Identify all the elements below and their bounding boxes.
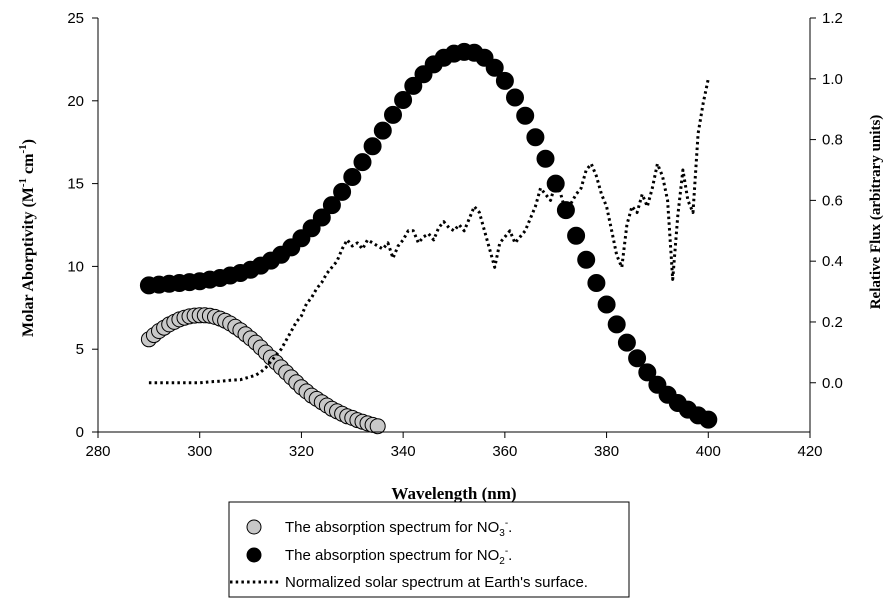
legend-box [228, 501, 630, 598]
y-left-tick-label: 15 [67, 176, 84, 193]
series-0 [140, 307, 386, 435]
legend-label-solar: Normalized solar spectrum at Earth's sur… [285, 574, 588, 591]
y-left-title-main: Molar Aborptivity (M [20, 187, 37, 337]
no2-data-point [495, 71, 514, 90]
no2-data-point [363, 137, 382, 156]
no2-data-point [322, 196, 341, 215]
x-axis-title: Wavelength (nm) [391, 484, 516, 503]
no2-data-point [587, 274, 606, 292]
y-left-title-mid: cm [20, 153, 37, 178]
x-tick-label: 420 [797, 443, 822, 460]
legend-label-no2: The absorption spectrum for NO2-. [285, 546, 512, 567]
series-2 [148, 78, 710, 385]
x-tick-label: 380 [594, 443, 619, 460]
y-right-tick-label: 0.2 [822, 314, 843, 331]
x-tick-label: 400 [696, 443, 721, 460]
legend: The absorption spectrum for NO3-. The ab… [228, 501, 630, 598]
no2-data-point [597, 295, 616, 314]
no2-data-point [617, 333, 636, 352]
no2-data-point [506, 88, 524, 107]
y-left-title-end: ) [20, 139, 37, 144]
no2-data-point [312, 208, 331, 227]
no2-data-point [699, 410, 718, 429]
no2-data-point [638, 363, 657, 382]
no3-data-point [369, 418, 386, 435]
no2-data-point [516, 106, 535, 125]
no2-data-point [628, 349, 647, 368]
y-left-axis-title: Molar Aborptivity (M-1 cm-1) [17, 139, 37, 337]
x-tick-label: 300 [187, 443, 212, 460]
series-1 [139, 42, 718, 429]
y-left-tick-label: 20 [67, 93, 84, 110]
no2-data-point [394, 91, 413, 109]
y-right-tick-label: 1.0 [822, 71, 843, 88]
y-left-title-sup2: -1 [17, 144, 29, 153]
y-right-tick-label: 0.6 [822, 192, 843, 209]
y-right-axis-title: Relative Flux (arbitrary units) [868, 115, 884, 310]
x-tick-label: 320 [289, 443, 314, 460]
y-left-axis: 0 5 10 15 20 25 [67, 10, 99, 441]
legend-marker-no2 [246, 547, 262, 563]
solar-spectrum-line [148, 78, 710, 385]
y-left-tick-label: 10 [67, 258, 84, 275]
y-right-tick-label: 1.2 [822, 10, 843, 27]
x-tick-label: 360 [492, 443, 517, 460]
y-right-tick-label: 0.0 [822, 375, 843, 392]
legend-label-no3: The absorption spectrum for NO3-. [285, 518, 512, 539]
y-left-tick-label: 25 [67, 10, 84, 27]
no2-data-point [404, 76, 423, 95]
no2-data-point [343, 168, 362, 186]
legend-marker-no3 [246, 519, 262, 535]
x-tick-label: 280 [85, 443, 110, 460]
y-right-axis: 0.0 0.2 0.4 0.6 0.8 1.0 1.2 [809, 10, 843, 432]
no2-data-point [526, 128, 545, 147]
no2-data-point [353, 153, 372, 172]
no2-data-point [567, 226, 586, 245]
plot-area [139, 42, 718, 435]
y-left-title-sup1: -1 [17, 178, 29, 187]
no2-data-point [577, 250, 596, 269]
y-right-tick-label: 0.4 [822, 253, 843, 270]
x-tick-label: 340 [391, 443, 416, 460]
no2-data-point [556, 201, 575, 220]
no2-data-point [607, 315, 626, 334]
no2-data-point [384, 105, 402, 124]
no2-data-point [373, 121, 392, 140]
y-right-tick-label: 0.8 [822, 132, 843, 149]
no2-data-point [536, 149, 555, 168]
no2-data-point [333, 182, 352, 201]
no2-data-point [485, 58, 504, 77]
y-left-tick-label: 5 [76, 341, 84, 358]
y-left-tick-label: 0 [76, 424, 84, 441]
x-axis: 280 300 320 340 360 380 400 420 [85, 431, 823, 460]
